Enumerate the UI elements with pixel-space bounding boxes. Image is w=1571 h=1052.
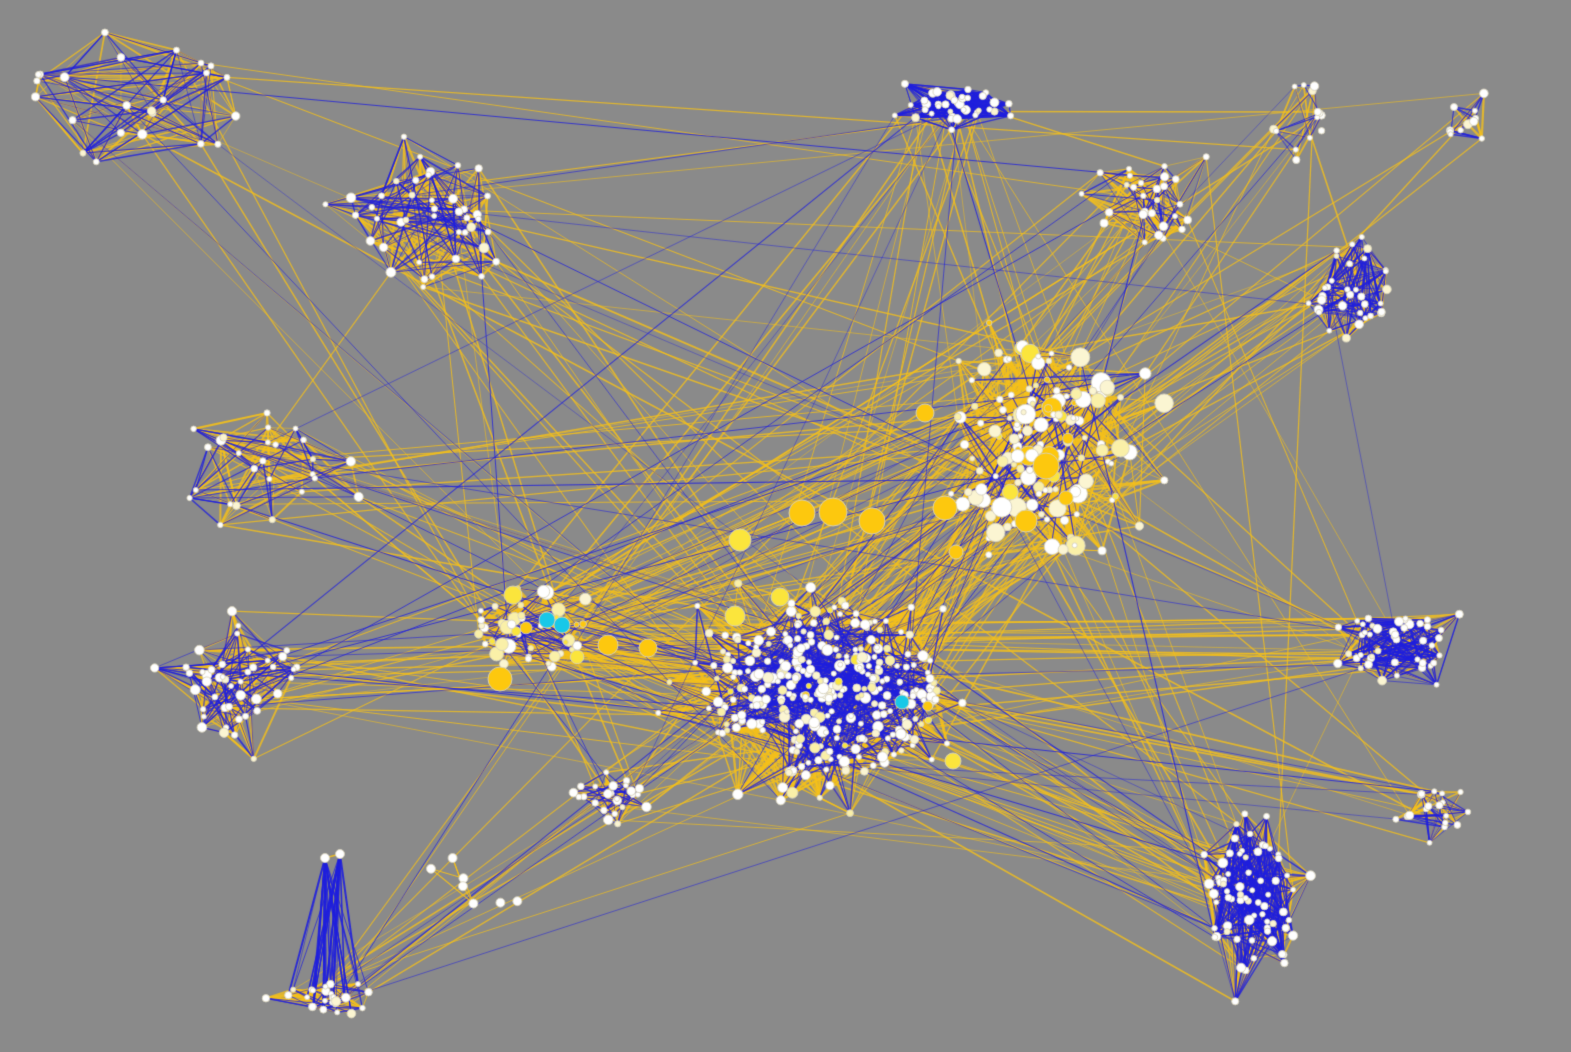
graph-canvas-container xyxy=(0,0,1571,1052)
network-graph-canvas[interactable] xyxy=(0,0,1571,1052)
